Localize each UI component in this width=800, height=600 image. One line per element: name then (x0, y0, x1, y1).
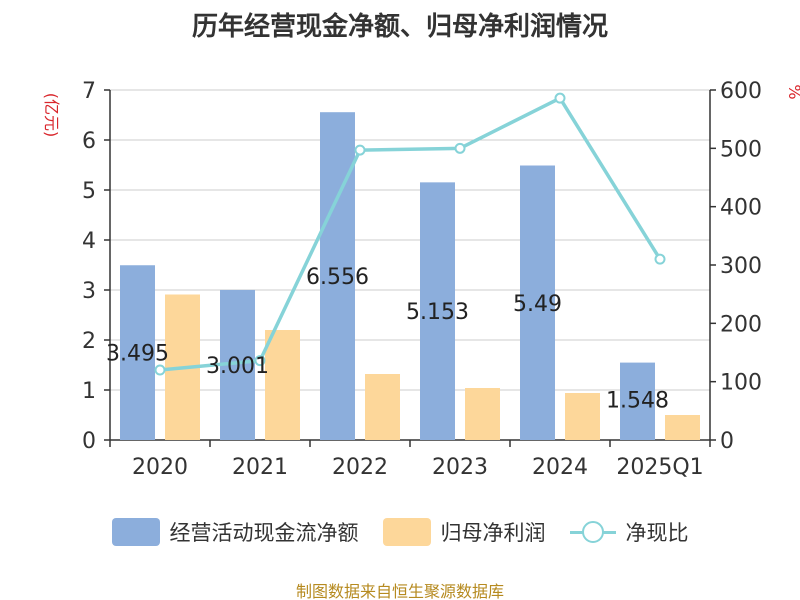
data-label-cashflow: 3.495 (106, 342, 169, 367)
y-left-tick-label: 4 (82, 229, 96, 254)
legend-label-cashflow: 经营活动现金流净额 (169, 521, 359, 545)
point-ratio (254, 355, 266, 367)
point-ratio (354, 144, 366, 156)
bar-cashflow (520, 165, 555, 440)
y-left-tick-label: 5 (82, 179, 96, 204)
legend: 经营活动现金流净额 归母净利润 净现比 (0, 517, 800, 547)
source-footer: 制图数据来自恒生聚源数据库 (295, 582, 504, 600)
bar-profit (565, 393, 600, 440)
legend-swatch-cashflow (111, 518, 160, 546)
y-left-tick-label: 3 (82, 279, 96, 304)
bar-cashflow (620, 362, 655, 440)
bar-cashflow (320, 112, 355, 440)
legend-item-profit[interactable]: 归母净利润 (382, 517, 546, 547)
y-left-tick-label: 2 (82, 329, 96, 354)
legend-swatch-ratio (569, 518, 616, 546)
bar-cashflow (420, 182, 455, 440)
y-left-tick-label: 0 (82, 429, 96, 454)
point-ratio (554, 92, 566, 104)
point-ratio (154, 364, 166, 376)
bar-profit (365, 374, 400, 440)
y-left-tick-label: 1 (82, 379, 96, 404)
data-label-cashflow: 3.001 (206, 354, 269, 379)
y-right-tick-label: 400 (720, 196, 762, 221)
y-right-tick-label: 500 (720, 137, 762, 162)
bar-profit (665, 415, 700, 440)
y-right-tick-label: 200 (720, 312, 762, 337)
legend-swatch-profit (382, 518, 431, 546)
y-left-tick-label: 6 (82, 129, 96, 154)
bar-profit (265, 330, 300, 440)
data-label-cashflow: 5.49 (513, 292, 562, 317)
y-left-axis-label: (亿元) (42, 93, 61, 138)
x-tick-label: 2024 (532, 455, 588, 480)
data-label-cashflow: 5.153 (406, 300, 469, 325)
x-tick-label: 2025Q1 (616, 455, 703, 480)
y-right-tick-label: 100 (720, 371, 762, 396)
bar-profit (465, 388, 500, 440)
point-ratio (654, 253, 666, 265)
x-tick-label: 2022 (332, 455, 388, 480)
y-right-tick-label: 600 (720, 79, 762, 104)
data-label-cashflow: 1.548 (606, 389, 669, 414)
legend-item-cashflow[interactable]: 经营活动现金流净额 (111, 517, 359, 547)
legend-label-ratio: 净现比 (625, 521, 689, 545)
point-ratio (454, 142, 466, 154)
x-tick-label: 2020 (132, 455, 188, 480)
chart-title: 历年经营现金净额、归母净利润情况 (191, 12, 608, 42)
data-label-cashflow: 6.556 (306, 265, 369, 290)
legend-item-ratio[interactable]: 净现比 (569, 517, 689, 547)
y-right-tick-label: 300 (720, 254, 762, 279)
legend-label-profit: 归母净利润 (440, 521, 546, 545)
y-left-tick-label: 7 (82, 79, 96, 104)
x-tick-label: 2021 (232, 455, 288, 480)
line-ratio (159, 96, 662, 372)
x-tick-label: 2023 (432, 455, 488, 480)
bar-cashflow (120, 265, 155, 440)
y-right-tick-label: 0 (720, 429, 734, 454)
y-right-axis-label: % (785, 84, 800, 99)
